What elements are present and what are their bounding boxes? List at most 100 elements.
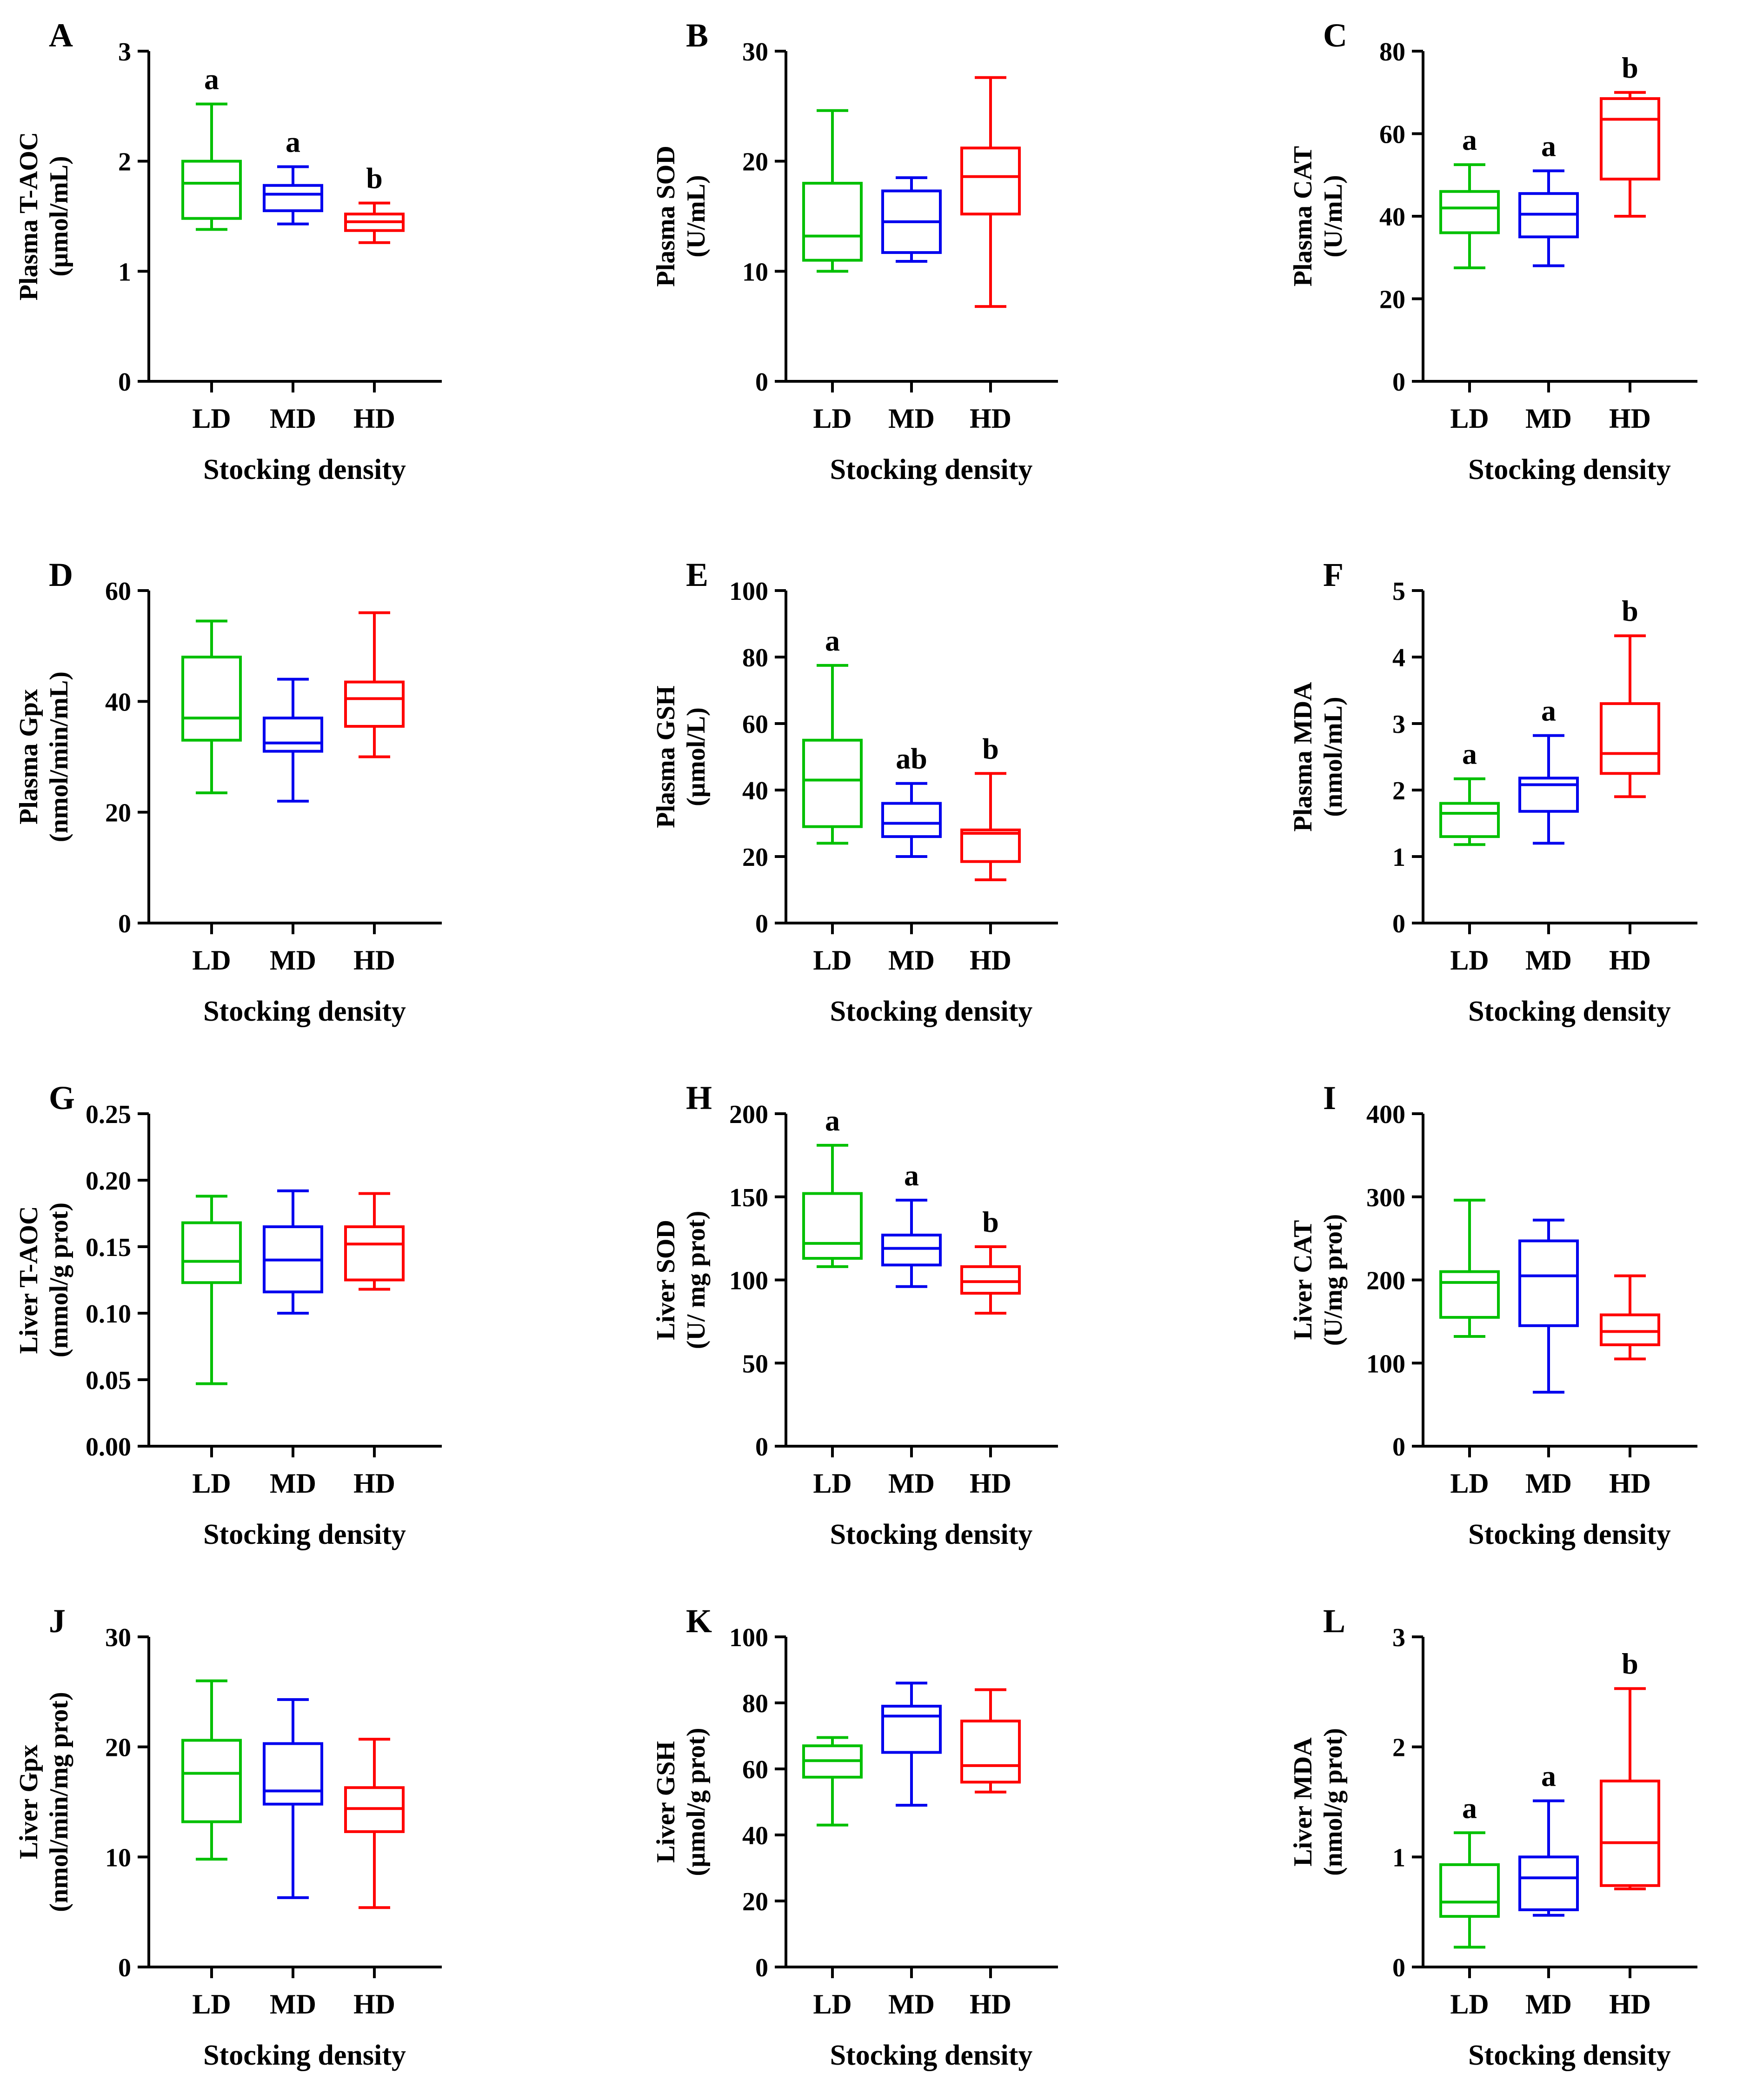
y-tick-label: 40 [1379,203,1405,232]
box-ld [181,1195,242,1385]
y-tick-label: 1 [1392,843,1405,872]
significance-letter: b [1622,594,1638,627]
panel-i: 0 100 200 300 400 LD MD HD Stocking density Liver… [1289,1079,1697,1550]
x-tick-label: LD [192,403,231,434]
x-tick-label: LD [192,1468,231,1499]
y-tick-label: 0 [755,910,768,938]
iqr-box [881,802,942,838]
panel-g: 0.00 0.05 0.10 0.15 0.20 0.25 LD MD HD Stocking d… [14,1079,442,1550]
y-tick-label: 40 [742,1821,768,1850]
y-tick-label: 150 [729,1183,768,1212]
panel-f: 0 1 2 3 4 5 LD MD HD Stocking density Plasma MDA (n… [1289,556,1697,1027]
x-axis-title: Stocking density [830,2040,1033,2071]
x-axis-title: Stocking density [1468,996,1671,1027]
panel-j: 0 10 20 30 LD MD HD Stocking density Liver Gpx (n… [14,1602,442,2071]
panel-letter: J [49,1602,66,1640]
x-tick-label: MD [270,1468,316,1499]
y-tick-label: 2 [1392,1734,1405,1762]
y-tick-label: 100 [729,1267,768,1296]
panel-letter: I [1323,1079,1336,1116]
box-ld [181,102,242,231]
x-tick-label: HD [970,1989,1011,2020]
y-tick-label: 200 [729,1100,768,1129]
y-tick-label: 1 [118,258,131,286]
y-axis-title-line: (U/mL) [1319,175,1348,257]
x-tick-label: HD [353,1989,395,2020]
x-tick-label: HD [1609,945,1651,976]
box-hd [1600,634,1660,798]
box-hd [960,1688,1021,1794]
box-hd [960,76,1021,308]
x-tick-label: LD [1450,403,1489,434]
iqr-box [263,1742,323,1806]
x-axis-title: Stocking density [1468,1519,1671,1550]
y-tick-label: 0 [118,368,131,397]
x-tick-label: MD [888,945,935,976]
y-tick-label: 300 [1366,1183,1405,1212]
x-axis-title: Stocking density [830,454,1033,485]
box-ld [181,1679,242,1861]
box-hd [344,611,405,758]
iqr-box [881,1705,942,1754]
box-md [263,678,323,803]
significance-letter: b [366,162,383,195]
panel-letter: G [49,1079,75,1116]
box-hd [344,1192,405,1291]
x-tick-label: LD [1450,1468,1489,1499]
x-tick-label: LD [813,945,852,976]
y-tick-label: 0 [118,1954,131,1982]
panel-letter: L [1323,1602,1345,1640]
iqr-box [1518,1239,1579,1327]
y-tick-label: 0.20 [86,1167,131,1196]
x-tick-label: MD [270,1989,316,2020]
box-ld [1439,777,1500,846]
x-tick-label: MD [1525,1989,1572,2020]
y-axis-title-line: Liver SOD [652,1220,680,1340]
y-tick-label: 20 [105,799,131,828]
panel-letter: H [686,1079,712,1116]
iqr-box [802,1192,863,1260]
y-tick-label: 60 [742,710,768,739]
y-axis-title-line: (nmol/min/mg prot) [45,1692,73,1912]
iqr-box [960,828,1021,863]
y-tick-label: 40 [742,777,768,805]
y-tick-label: 1 [1392,1843,1405,1872]
y-axis-title-line: Liver CAT [1289,1220,1317,1340]
box-ld [1439,163,1500,269]
box-ld [802,1736,863,1827]
y-axis-title-line: (µmol/L) [682,707,711,806]
y-tick-label: 5 [1392,577,1405,606]
y-tick-label: 20 [1379,286,1405,314]
y-tick-label: 80 [742,1689,768,1718]
box-md [1518,1799,1579,1917]
y-tick-label: 0 [755,368,768,397]
y-tick-label: 400 [1366,1100,1405,1129]
y-tick-label: 0 [1392,368,1405,397]
panel-b: 0 10 20 30 LD MD HD Stocking density Plasma SOD(… [652,17,1058,485]
iqr-box [1518,1855,1579,1911]
iqr-box [263,184,323,213]
y-tick-label: 0.15 [86,1233,131,1262]
y-tick-label: 10 [742,258,768,286]
panel-letter: F [1323,556,1344,593]
y-axis-title-line: Plasma Gpx [14,689,43,824]
x-tick-label: HD [353,403,395,434]
x-tick-label: MD [888,403,935,434]
y-axis-title-line: Plasma SOD [652,146,680,286]
box-hd [344,1738,405,1909]
x-tick-label: HD [1609,403,1651,434]
y-axis-title-line: Liver T-AOC [14,1206,43,1354]
box-md [263,1698,323,1899]
panel-a: 0 1 2 3 LD MD HD Stocking density Plasma T-AOC (µ… [14,17,442,485]
x-tick-label: LD [1450,1989,1489,2020]
x-axis-title: Stocking density [203,2040,406,2071]
significance-letter: b [982,1205,999,1238]
significance-letter: a [825,624,840,657]
significance-letter: a [1462,1791,1477,1824]
x-tick-label: HD [353,945,395,976]
y-tick-label: 0 [1392,1433,1405,1462]
box-hd [960,772,1021,882]
y-tick-label: 0 [1392,1954,1405,1982]
iqr-box [181,1739,242,1823]
box-hd [344,201,405,244]
